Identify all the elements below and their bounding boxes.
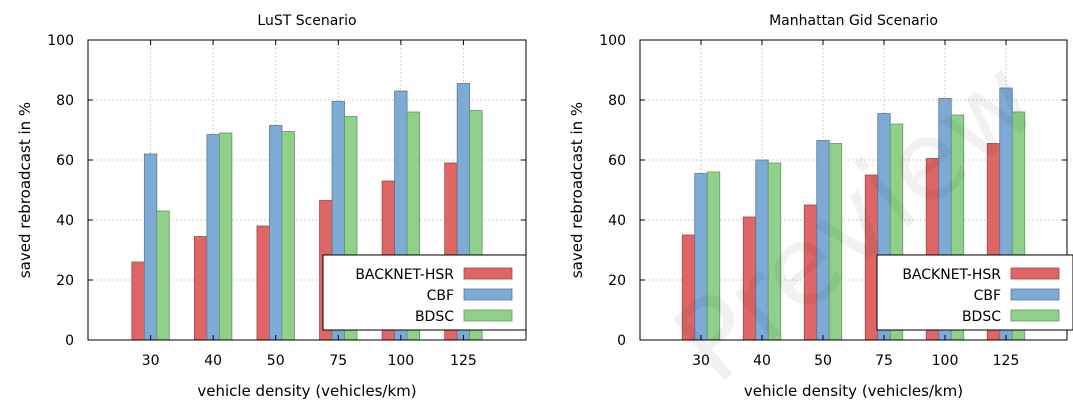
x-axis: 30 40 50 75 100 125 — [142, 40, 477, 369]
bars — [131, 83, 483, 341]
legend-label: BACKNET-HSR — [902, 267, 1001, 283]
y-tick-label: 60 — [608, 153, 626, 169]
y-tick-label: 0 — [65, 333, 74, 349]
x-tick-label: 100 — [387, 353, 414, 369]
x-tick-label: 50 — [267, 353, 285, 369]
bar — [143, 153, 158, 341]
bar — [131, 261, 145, 341]
y-tick-label: 100 — [599, 33, 626, 49]
legend-swatch — [1010, 267, 1060, 280]
x-tick-label: 125 — [993, 353, 1020, 369]
y-tick-label: 20 — [56, 273, 74, 289]
x-tick-label: 40 — [204, 353, 222, 369]
x-axis-label: vehicle density (vehicles/km) — [744, 382, 963, 400]
bar — [218, 132, 233, 341]
legend-label: BACKNET-HSR — [355, 267, 454, 283]
plot-frame — [87, 39, 527, 341]
legend-label: BDSC — [415, 309, 454, 325]
y-tick-label: 40 — [608, 213, 626, 229]
y-tick-label: 80 — [608, 93, 626, 109]
bar — [206, 134, 220, 341]
legend-label: BDSC — [962, 309, 1001, 325]
legend-swatch — [1010, 288, 1060, 301]
plot-frame — [639, 39, 1068, 341]
legend-label: CBF — [427, 288, 454, 304]
legend-swatch — [463, 267, 513, 280]
x-tick-label: 75 — [875, 353, 893, 369]
legend: BACKNET-HSR CBF BDSC — [322, 254, 527, 331]
bar — [269, 125, 283, 341]
x-tick-label: 50 — [814, 353, 832, 369]
y-axis-label: saved rebroadcast in % — [16, 102, 34, 278]
y-tick-label: 40 — [56, 213, 74, 229]
bar — [256, 225, 270, 341]
y-axis: 0 20 40 60 80 100 — [599, 33, 1067, 349]
chart-manhattan: 0 20 40 60 80 100 30 40 50 75 100 125 Manhattan Gid … — [568, 13, 1073, 400]
x-tick-label: 30 — [692, 353, 710, 369]
y-tick-label: 80 — [56, 93, 74, 109]
legend: BACKNET-HSR CBF BDSC — [876, 254, 1073, 331]
y-tick-label: 100 — [47, 33, 74, 49]
y-tick-label: 60 — [56, 153, 74, 169]
gridlines — [640, 40, 1067, 340]
x-axis: 30 40 50 75 100 125 — [692, 40, 1019, 369]
chart-lust: 0 20 40 60 80 100 30 40 50 75 100 125 LuST Scenario v… — [16, 13, 527, 400]
bar — [156, 210, 170, 341]
chart-title: LuST Scenario — [257, 13, 356, 29]
x-axis-label: vehicle density (vehicles/km) — [197, 382, 416, 400]
x-tick-label: 125 — [450, 353, 477, 369]
y-axis: 0 20 40 60 80 100 — [47, 33, 526, 349]
legend-label: CBF — [974, 288, 1001, 304]
x-tick-label: 40 — [753, 353, 771, 369]
y-tick-label: 0 — [617, 333, 626, 349]
y-axis-label: saved rebroadcast in % — [568, 102, 586, 278]
legend-swatch — [463, 288, 513, 301]
legend-swatch — [1010, 309, 1060, 322]
x-tick-label: 30 — [142, 353, 160, 369]
bar — [193, 236, 208, 341]
bar — [281, 131, 295, 341]
legend-swatch — [463, 309, 513, 322]
y-tick-label: 20 — [608, 273, 626, 289]
chart-title: Manhattan Gid Scenario — [769, 13, 938, 29]
x-tick-label: 75 — [329, 353, 347, 369]
x-tick-label: 100 — [932, 353, 959, 369]
